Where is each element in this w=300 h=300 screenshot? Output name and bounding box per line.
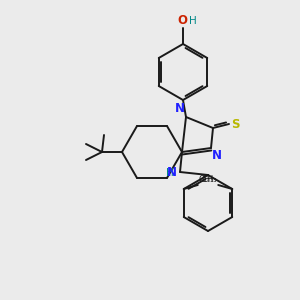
Text: H: H xyxy=(189,16,197,26)
Text: CH₃: CH₃ xyxy=(199,175,214,184)
Text: N: N xyxy=(212,149,222,162)
Text: S: S xyxy=(231,118,239,130)
Text: O: O xyxy=(177,14,187,27)
Text: N: N xyxy=(167,167,177,179)
Text: H: H xyxy=(166,168,174,178)
Text: N: N xyxy=(175,102,185,115)
Text: CH₃: CH₃ xyxy=(202,175,217,184)
